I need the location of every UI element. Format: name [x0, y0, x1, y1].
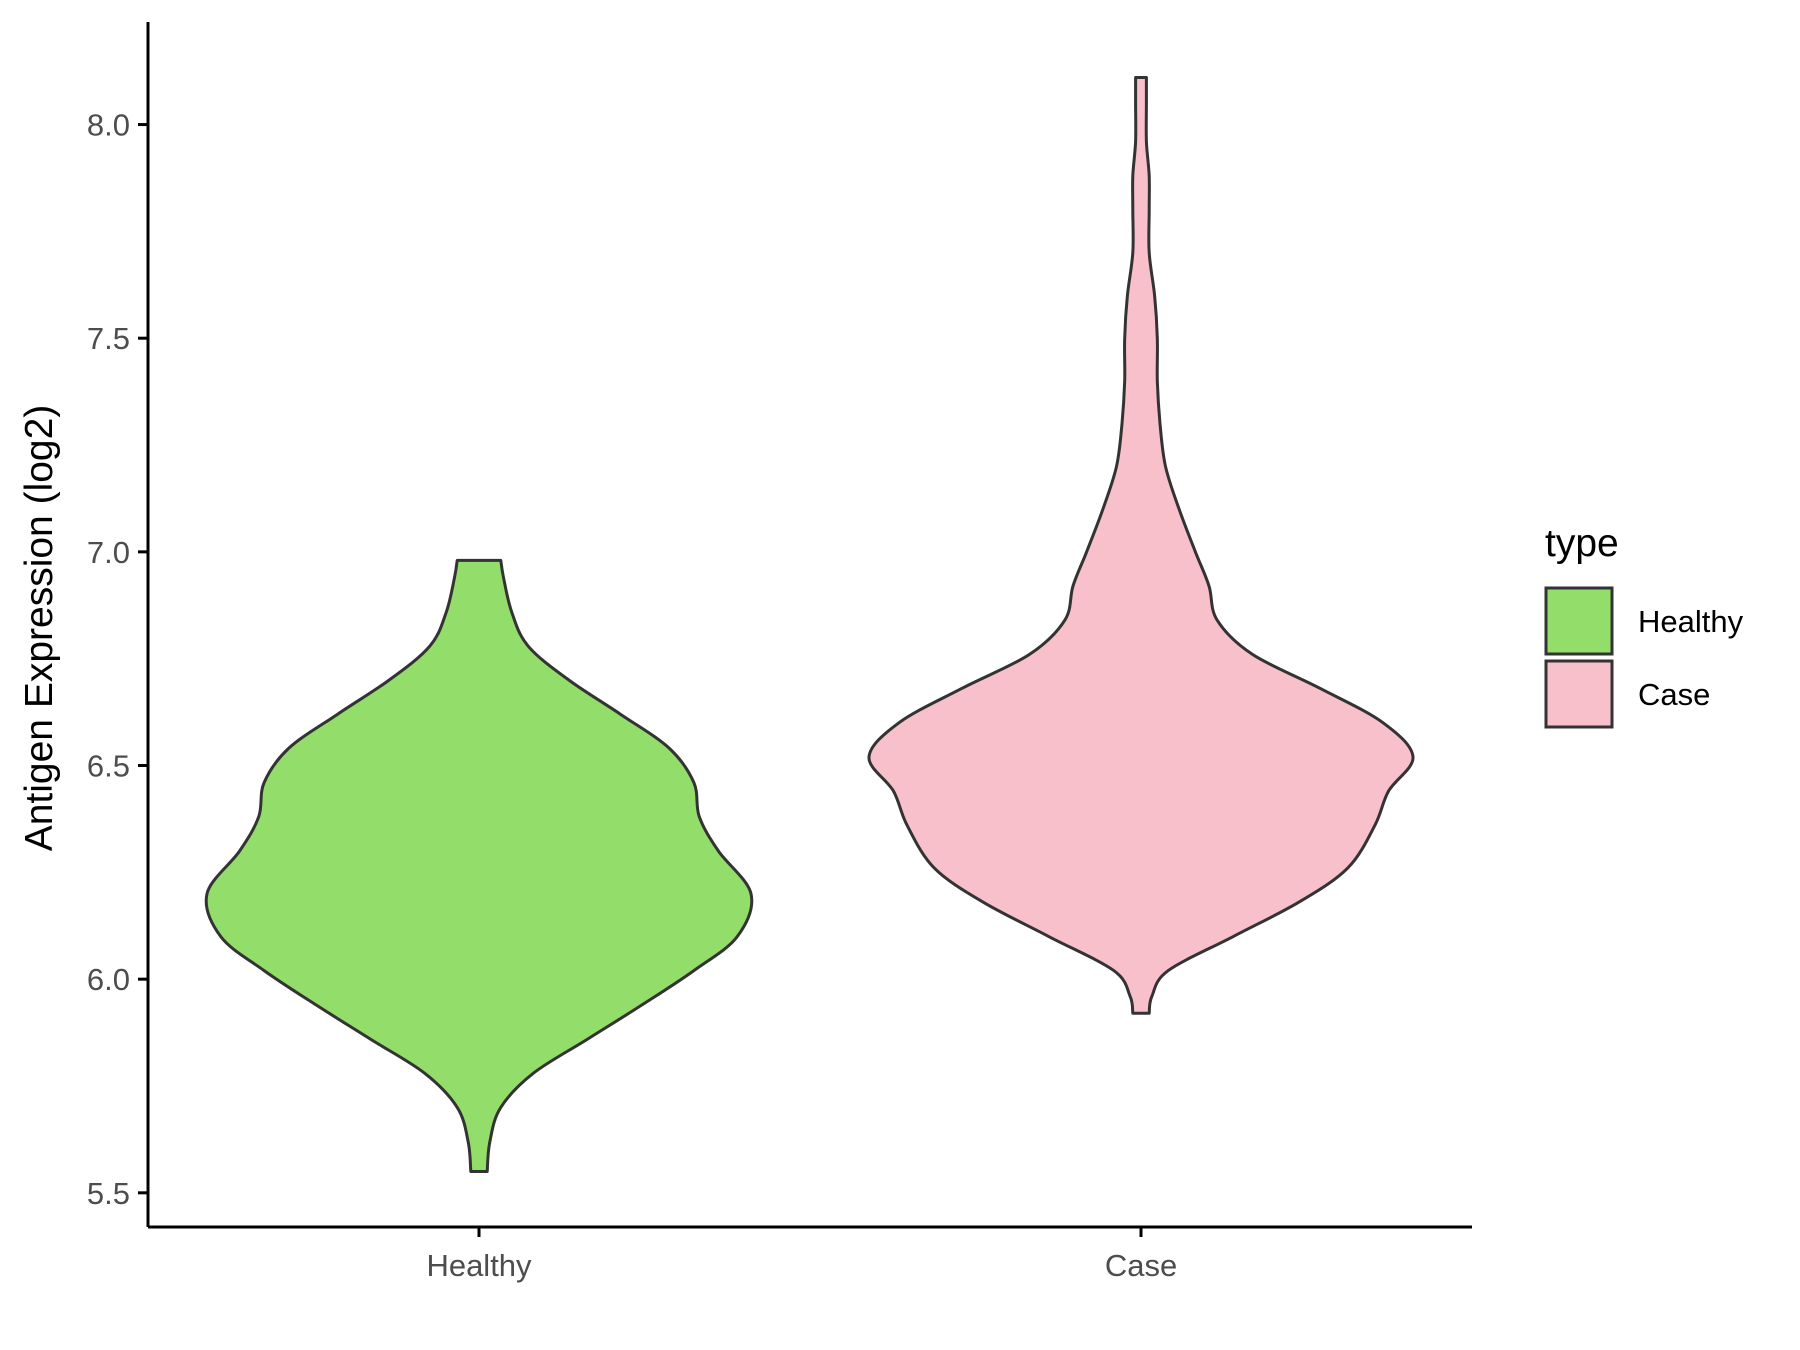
violin-case	[867, 76, 1415, 1015]
legend-label-case: Case	[1638, 677, 1710, 712]
y-tick-label: 8.0	[87, 108, 130, 143]
legend-title: type	[1545, 522, 1619, 565]
legend: type Healthy Case	[1544, 522, 1744, 729]
y-tick-label: 7.0	[87, 535, 130, 570]
legend-swatch-case	[1544, 659, 1614, 729]
y-axis-title: Antigen Expression (log2)	[18, 405, 61, 852]
x-tick-label-healthy: Healthy	[426, 1248, 532, 1283]
violin-layer	[204, 76, 1415, 1173]
y-tick-label: 6.5	[87, 749, 130, 784]
y-tick-label: 5.5	[87, 1176, 130, 1211]
y-tick-label: 7.5	[87, 321, 130, 356]
y-tick-label: 6.0	[87, 962, 130, 997]
violin-healthy	[204, 558, 754, 1173]
x-axis-ticks: Healthy Case	[426, 1227, 1177, 1283]
legend-entries: Healthy Case	[1544, 586, 1744, 729]
y-axis-ticks: 5.5 6.0 6.5 7.0 7.5 8.0	[87, 108, 148, 1211]
x-tick-label-case: Case	[1105, 1248, 1177, 1283]
legend-label-healthy: Healthy	[1638, 604, 1744, 639]
legend-swatch-healthy	[1544, 586, 1614, 656]
